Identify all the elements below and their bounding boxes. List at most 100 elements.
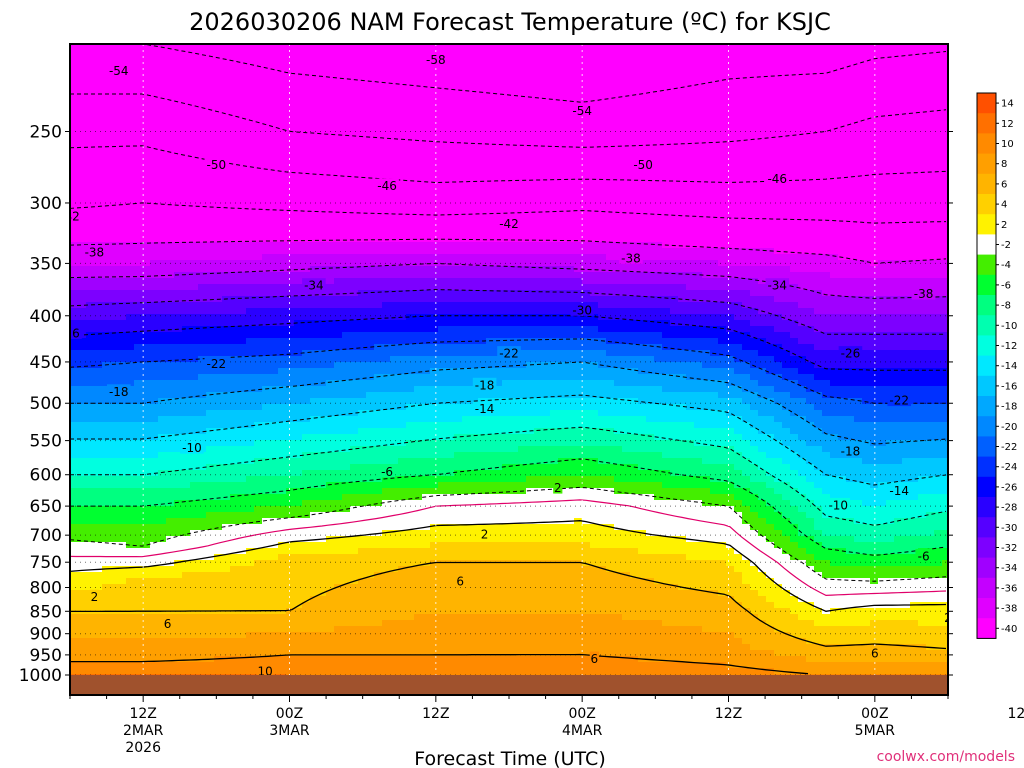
heatmap-cell: [126, 350, 135, 357]
heatmap-cell: [110, 134, 119, 141]
heatmap-cell: [118, 428, 127, 435]
heatmap-cell: [254, 332, 263, 339]
heatmap-cell: [390, 134, 399, 141]
heatmap-cell: [230, 302, 239, 309]
heatmap-cell: [78, 308, 87, 315]
heatmap-cell: [414, 608, 423, 615]
heatmap-cell: [374, 98, 383, 105]
heatmap-cell: [366, 452, 375, 459]
heatmap-cell: [390, 92, 399, 99]
heatmap-cell: [382, 434, 391, 441]
heatmap-cell: [70, 524, 79, 531]
heatmap-cell: [206, 290, 215, 297]
heatmap-cell: [294, 578, 303, 585]
heatmap-cell: [302, 560, 311, 567]
heatmap-cell: [358, 236, 367, 243]
heatmap-cell: [190, 296, 199, 303]
heatmap-cell: [222, 368, 231, 375]
heatmap-cell: [246, 290, 255, 297]
heatmap-cell: [206, 464, 215, 471]
heatmap-cell: [390, 50, 399, 57]
heatmap-cell: [390, 272, 399, 279]
heatmap-cell: [118, 284, 127, 291]
heatmap-cell: [142, 266, 151, 273]
heatmap-cell: [190, 386, 199, 393]
heatmap-cell: [414, 470, 423, 477]
heatmap-cell: [342, 584, 351, 591]
heatmap-cell: [198, 140, 207, 147]
heatmap-cell: [166, 644, 175, 651]
heatmap-cell: [110, 224, 119, 231]
heatmap-cell: [134, 518, 143, 525]
heatmap-cell: [382, 626, 391, 633]
heatmap-cell: [398, 644, 407, 651]
heatmap-cell: [142, 638, 151, 645]
heatmap-cell: [294, 446, 303, 453]
heatmap-cell: [94, 74, 103, 81]
heatmap-cell: [70, 554, 79, 561]
heatmap-cell: [134, 134, 143, 141]
heatmap-cell: [358, 98, 367, 105]
heatmap-cell: [158, 314, 167, 321]
heatmap-cell: [350, 194, 359, 201]
heatmap-cell: [70, 338, 79, 345]
heatmap-cell: [302, 98, 311, 105]
heatmap-cell: [94, 572, 103, 579]
heatmap-cell: [174, 566, 183, 573]
heatmap-cell: [366, 236, 375, 243]
heatmap-cell: [134, 194, 143, 201]
heatmap-cell: [118, 620, 127, 627]
heatmap-cell: [182, 56, 191, 63]
heatmap-cell: [390, 74, 399, 81]
heatmap-cell: [126, 326, 135, 333]
heatmap-cell: [406, 512, 415, 519]
heatmap-cell: [198, 248, 207, 255]
heatmap-cell: [246, 644, 255, 651]
heatmap-cell: [302, 668, 311, 675]
heatmap-cell: [286, 302, 295, 309]
heatmap-cell: [150, 578, 159, 585]
heatmap-cell: [398, 458, 407, 465]
heatmap-cell: [286, 122, 295, 129]
heatmap-cell: [158, 98, 167, 105]
heatmap-cell: [206, 146, 215, 153]
heatmap-cell: [318, 248, 327, 255]
heatmap-cell: [334, 308, 343, 315]
heatmap-cell: [262, 338, 271, 345]
heatmap-cell: [246, 80, 255, 87]
heatmap-cell: [230, 266, 239, 273]
heatmap-cell: [182, 92, 191, 99]
heatmap-cell: [262, 248, 271, 255]
heatmap-cell: [238, 596, 247, 603]
heatmap-cell: [326, 62, 335, 69]
heatmap-cell: [294, 482, 303, 489]
heatmap-cell: [158, 536, 167, 543]
heatmap-cell: [246, 416, 255, 423]
heatmap-cell: [102, 188, 111, 195]
heatmap-cell: [414, 398, 423, 405]
heatmap-cell: [166, 512, 175, 519]
heatmap-cell: [94, 476, 103, 483]
heatmap-cell: [398, 326, 407, 333]
heatmap-cell: [374, 92, 383, 99]
heatmap-cell: [302, 578, 311, 585]
heatmap-cell: [198, 290, 207, 297]
heatmap-cell: [166, 194, 175, 201]
heatmap-cell: [254, 578, 263, 585]
heatmap-cell: [222, 650, 231, 657]
heatmap-cell: [78, 566, 87, 573]
heatmap-cell: [150, 350, 159, 357]
heatmap-cell: [110, 80, 119, 87]
heatmap-cell: [134, 254, 143, 261]
heatmap-cell: [102, 254, 111, 261]
heatmap-cell: [278, 464, 287, 471]
heatmap-cell: [126, 440, 135, 447]
heatmap-cell: [86, 428, 95, 435]
heatmap-cell: [134, 446, 143, 453]
heatmap-cell: [358, 242, 367, 249]
heatmap-cell: [326, 386, 335, 393]
heatmap-cell: [166, 308, 175, 315]
heatmap-cell: [70, 110, 79, 117]
heatmap-cell: [374, 452, 383, 459]
heatmap-cell: [94, 206, 103, 213]
